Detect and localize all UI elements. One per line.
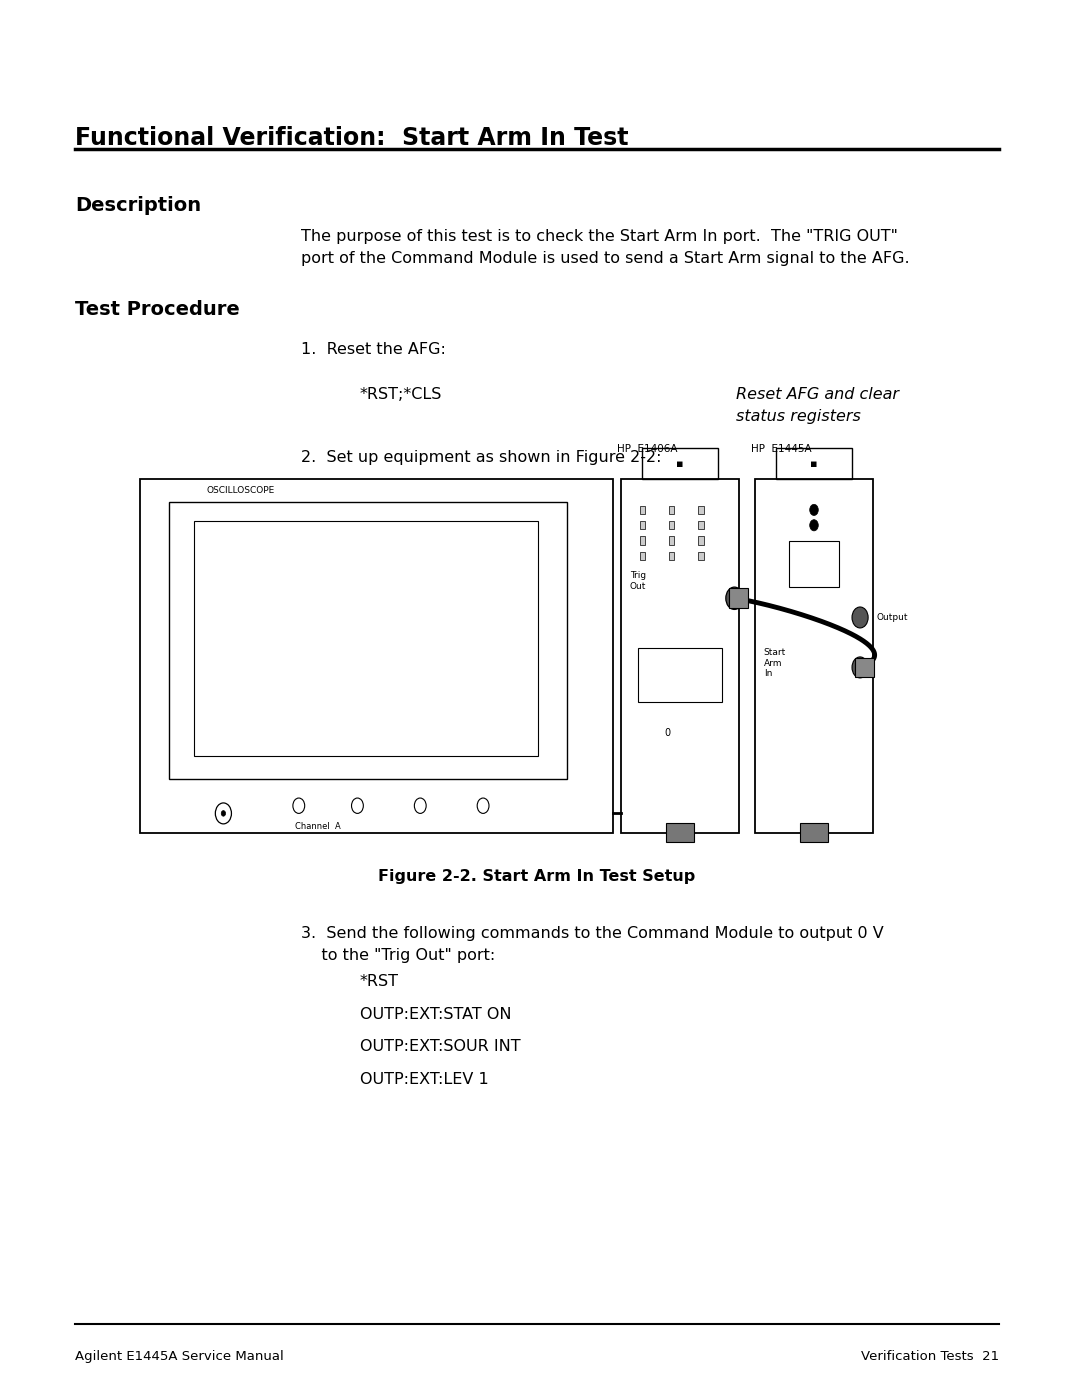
Bar: [669, 552, 674, 560]
Bar: [639, 536, 645, 545]
Bar: [698, 536, 703, 545]
Bar: [639, 521, 645, 529]
Text: OUTP:EXT:LEV 1: OUTP:EXT:LEV 1: [360, 1073, 488, 1087]
Text: Trig
Out: Trig Out: [630, 571, 646, 591]
Text: Agilent E1445A Service Manual: Agilent E1445A Service Manual: [76, 1350, 284, 1362]
Bar: [621, 479, 739, 833]
Bar: [194, 521, 538, 756]
Bar: [666, 823, 694, 842]
Bar: [669, 521, 674, 529]
Bar: [698, 552, 703, 560]
Text: Output: Output: [877, 613, 908, 622]
Bar: [669, 506, 674, 514]
Circle shape: [810, 504, 819, 515]
Text: ▪: ▪: [810, 458, 818, 469]
Bar: [638, 648, 721, 701]
Text: Reset AFG and clear
status registers: Reset AFG and clear status registers: [735, 387, 899, 425]
Bar: [669, 536, 674, 545]
Bar: [639, 506, 645, 514]
Text: HP  E1406A: HP E1406A: [617, 444, 677, 454]
Text: ▪: ▪: [676, 458, 684, 469]
Bar: [139, 479, 613, 833]
Bar: [755, 479, 873, 833]
Text: 3.  Send the following commands to the Command Module to output 0 V
    to the ": 3. Send the following commands to the Co…: [300, 926, 883, 964]
Text: The purpose of this test is to check the Start Arm In port.  The "TRIG OUT"
port: The purpose of this test is to check the…: [300, 229, 909, 267]
Bar: [788, 541, 839, 587]
Text: Description: Description: [76, 196, 201, 215]
Text: 0: 0: [664, 728, 671, 738]
Text: Functional Verification:  Start Arm In Test: Functional Verification: Start Arm In Te…: [76, 126, 629, 149]
Text: Test Procedure: Test Procedure: [76, 300, 240, 320]
Circle shape: [731, 594, 738, 602]
Circle shape: [856, 664, 863, 672]
Text: Verification Tests  21: Verification Tests 21: [861, 1350, 999, 1362]
Text: 1.  Reset the AFG:: 1. Reset the AFG:: [300, 342, 446, 358]
Bar: [729, 588, 748, 608]
Circle shape: [852, 657, 868, 678]
Circle shape: [852, 606, 868, 627]
Text: Start
Arm
In: Start Arm In: [764, 648, 786, 678]
Text: HP  E1445A: HP E1445A: [752, 444, 812, 454]
Text: *RST;*CLS: *RST;*CLS: [360, 387, 442, 402]
Bar: [698, 506, 703, 514]
Bar: [854, 658, 874, 678]
Text: OUTP:EXT:STAT ON: OUTP:EXT:STAT ON: [360, 1006, 511, 1021]
Text: 2.  Set up equipment as shown in Figure 2-2:: 2. Set up equipment as shown in Figure 2…: [300, 450, 661, 465]
Text: *RST: *RST: [360, 974, 399, 989]
Bar: [639, 552, 645, 560]
Text: Figure 2-2. Start Arm In Test Setup: Figure 2-2. Start Arm In Test Setup: [378, 869, 696, 884]
Circle shape: [221, 810, 226, 816]
Text: Channel  A: Channel A: [295, 823, 340, 831]
Text: OUTP:EXT:SOUR INT: OUTP:EXT:SOUR INT: [360, 1039, 521, 1055]
Circle shape: [810, 520, 819, 531]
Text: OSCILLOSCOPE: OSCILLOSCOPE: [206, 486, 275, 495]
Bar: [698, 521, 703, 529]
Circle shape: [726, 587, 743, 609]
Bar: [800, 823, 828, 842]
Bar: [168, 502, 567, 780]
